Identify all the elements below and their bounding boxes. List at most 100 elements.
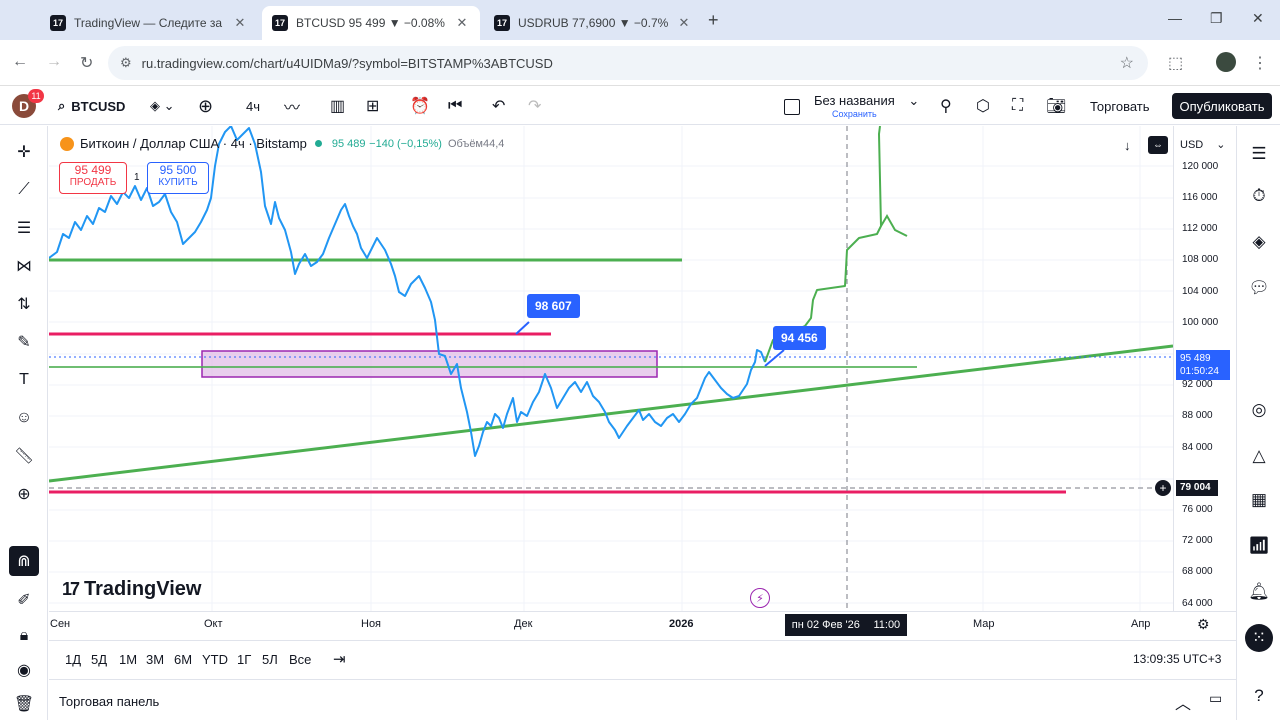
chart-svg [49,126,1173,611]
profile-avatar[interactable] [1216,52,1236,72]
add-alert-plus-icon[interactable]: + [1155,480,1171,496]
browser-tab-0[interactable]: 17 TradingView — Следите за ры ✕ [40,6,258,40]
watchlist-icon[interactable]: ☰ [1251,144,1267,163]
settings-gear-icon[interactable]: ⬡ [976,98,990,115]
maximize-panel-icon[interactable]: ▭ [1209,690,1223,706]
price-tick: 68 000 [1182,566,1213,577]
brush-icon[interactable]: ✎ [17,334,31,351]
range-6m[interactable]: 6М [174,652,193,667]
chat-icon[interactable]: 💬︎ [1248,278,1270,297]
templates-icon[interactable]: ⊞ [366,98,380,115]
lock-drawing-icon[interactable]: ✐ [17,592,31,609]
close-tab-icon[interactable]: ✕ [678,15,690,30]
extensions-icon[interactable]: ⬚ [1168,55,1184,72]
chart-canvas[interactable] [49,126,1173,611]
indicators-icon[interactable]: ▥ [330,98,346,115]
crosshair-icon[interactable]: ✛ [17,144,31,161]
reload-icon[interactable]: ↻ [80,55,94,72]
fullscreen-icon[interactable]: ⛶ [1012,97,1024,114]
ruler-icon[interactable]: 📏︎ [13,448,35,465]
layout-save-status[interactable]: Сохранить [832,109,877,119]
range-5d[interactable]: 5Д [91,652,108,667]
clock[interactable]: 13:09:35 UTC+3 [1133,652,1222,666]
scroll-down-icon[interactable]: ↓ [1124,138,1131,153]
browser-menu-icon[interactable]: ⋮ [1252,55,1268,72]
range-3m[interactable]: 3М [146,652,165,667]
bookmark-star-icon[interactable]: ☆ [1119,55,1134,72]
trade-button[interactable]: Торговать [1090,98,1150,114]
fib-retracement-icon[interactable]: ☰ [16,220,32,237]
chart-legend[interactable]: Биткоин / Доллар США · 4ч · Bitstamp 95 … [60,136,504,151]
alert-icon[interactable]: ⏰ [410,98,430,115]
camera-icon[interactable]: 📷︎ [1046,98,1067,115]
layers-icon[interactable]: ◈ [1252,232,1266,251]
crosshair-time: 11:00 [873,619,901,631]
symbol-search[interactable]: ⌕ BTCUSD [58,87,125,125]
undo-icon[interactable]: ↶ [492,98,506,115]
lightning-icon[interactable]: ⚡︎ [750,588,770,608]
legend-volume-label: Объём [447,137,483,150]
close-tab-icon[interactable]: ✕ [456,15,468,30]
trend-line-icon[interactable]: ⟋ [18,181,30,198]
pattern-icon[interactable]: ⋈ [16,258,32,275]
close-tab-icon[interactable]: ✕ [234,15,246,30]
price-label-current[interactable]: 94 456 [773,326,826,350]
favorites-dropdown[interactable]: ◈ ⌄ [150,87,175,125]
zoom-in-icon[interactable]: ⊕ [17,486,31,503]
crosshair-date: пн 02 Фев '26 [791,619,860,631]
buy-label: КУПИТЬ [158,177,198,188]
restore-icon[interactable]: ❐ [1210,10,1223,26]
axis-settings-gear-icon[interactable]: ⚙ [1197,616,1210,632]
range-5y[interactable]: 5Л [262,652,278,667]
help-icon[interactable]: ? [1254,686,1264,705]
target-icon[interactable]: ◎ [1251,400,1267,419]
redo-icon[interactable]: ↷ [528,98,542,115]
back-icon[interactable]: ← [12,53,28,70]
close-window-icon[interactable]: ✕ [1252,10,1264,26]
layout-checkbox[interactable] [784,99,800,115]
address-bar[interactable]: ⚙ ru.tradingview.com/chart/u4UIDMa9/?sym… [108,46,1148,80]
go-to-date-icon[interactable]: ⇥ [333,651,346,668]
layout-name[interactable]: Без названия ⌄ [814,93,919,109]
magnet-icon[interactable]: ⋒ [9,546,39,576]
price-label-high[interactable]: 98 607 [527,294,580,318]
forward-icon[interactable]: → [46,53,62,70]
browser-tab-1[interactable]: 17 BTCUSD 95 499 ▼ −0.08% Без ✕ [262,6,480,40]
trade-panel-label[interactable]: Торговая панель [59,694,160,709]
emoji-icon[interactable]: ☺ [15,409,33,426]
lock-icon[interactable]: 🔒︎ [19,627,29,644]
range-1y[interactable]: 1Г [237,652,252,667]
range-all[interactable]: Все [289,652,312,667]
browser-tab-2[interactable]: 17 USDRUB 77,6900 ▼ −0.7% Без ✕ [484,6,702,40]
range-1m[interactable]: 1М [119,652,138,667]
price-tick: 104 000 [1182,286,1219,297]
new-tab-icon[interactable]: + [708,10,719,30]
compare-add-icon[interactable]: ⊕ [198,95,214,116]
chart-type-icon[interactable]: 〰 [284,100,301,117]
sell-button[interactable]: 95 499 ПРОДАТЬ [59,162,127,194]
minimize-icon[interactable]: — [1168,10,1182,26]
chart-settings-icon[interactable]: ⇔ [1148,136,1168,154]
range-ytd[interactable]: YTD [202,652,228,667]
eye-icon[interactable]: ◉ [17,662,31,679]
trash-icon[interactable]: 🗑︎ [13,696,35,713]
notifications-bell-icon[interactable]: 🔔︎ [1248,582,1270,601]
alerts-clock-icon[interactable]: ⏱ [1252,186,1266,205]
apps-grid-icon[interactable]: ⁙ [1245,624,1273,652]
publish-button[interactable]: Опубликовать [1172,93,1272,119]
site-info-icon[interactable]: ⚙ [120,55,132,70]
chevron-up-icon[interactable]: ︿ [1175,696,1192,713]
ideas-icon[interactable]: △ [1252,446,1266,465]
forecast-icon[interactable]: ⇅ [17,296,31,313]
buy-button[interactable]: 95 500 КУПИТЬ [147,162,209,194]
currency-selector[interactable]: USD ⌄ [1180,138,1226,151]
text-icon[interactable]: T [19,371,29,388]
range-1d[interactable]: 1Д [65,652,82,667]
price-tick: 116 000 [1182,192,1218,203]
interval-selector[interactable]: 4ч [246,98,261,114]
replay-icon[interactable]: ⏮ [448,97,463,114]
time-axis[interactable] [49,611,1236,639]
streams-icon[interactable]: 📶︎ [1248,536,1270,555]
calendar-icon[interactable]: ▦ [1250,490,1268,509]
quick-search-icon[interactable]: ⚲ [940,98,952,115]
